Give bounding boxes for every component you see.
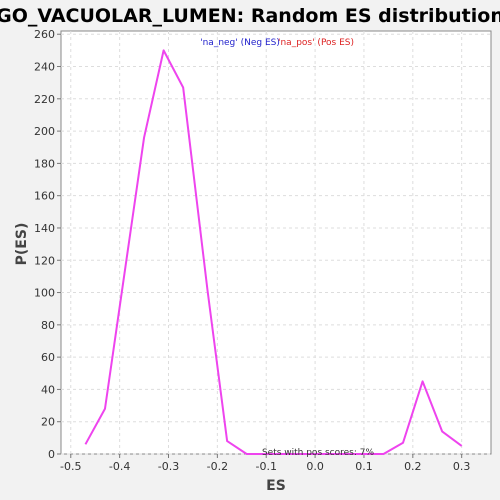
x-axis-ticks: -0.5 -0.4 -0.3 -0.2 -0.1 0.0 0.1 0.2 0.3 — [60, 454, 470, 473]
chart-title: GO_VACUOLAR_LUMEN: Random ES distributio… — [0, 5, 500, 27]
legend-entry-pos-es: 'na_pos' (Pos ES) — [278, 38, 354, 48]
x-tick-label: 0.2 — [404, 460, 422, 473]
x-tick-label: 0.0 — [306, 460, 324, 473]
y-axis-ticks: 0 20 40 60 80 100 120 140 160 180 200 220 240 260 — [34, 28, 61, 461]
x-tick-label: -0.5 — [60, 460, 81, 473]
y-tick-label: 20 — [41, 416, 55, 429]
x-tick-label: -0.1 — [255, 460, 276, 473]
x-tick-label: -0.2 — [207, 460, 228, 473]
y-tick-label: 200 — [34, 125, 55, 138]
y-tick-label: 100 — [34, 287, 55, 300]
y-axis-label: P(ES) — [14, 223, 30, 266]
y-tick-label: 80 — [41, 319, 55, 332]
legend-entry-neg-es: 'na_neg' (Neg ES) — [200, 38, 280, 48]
y-tick-label: 260 — [34, 28, 55, 41]
y-tick-label: 120 — [34, 254, 55, 267]
y-tick-label: 60 — [41, 351, 55, 364]
y-tick-label: 40 — [41, 383, 55, 396]
series-layer — [84, 49, 463, 455]
x-tick-label: -0.3 — [158, 460, 179, 473]
y-tick-label: 0 — [48, 448, 55, 461]
x-tick-label: -0.4 — [109, 460, 130, 473]
y-tick-label: 240 — [34, 61, 55, 74]
y-tick-label: 180 — [34, 157, 55, 170]
x-tick-label: 0.3 — [453, 460, 471, 473]
y-tick-label: 220 — [34, 93, 55, 106]
grid-lines — [61, 31, 491, 455]
annotation-pos-scores: Sets with pos scores: 7% — [262, 448, 375, 458]
legend: 'na_neg' (Neg ES) 'na_pos' (Pos ES) — [200, 38, 354, 48]
y-tick-label: 140 — [34, 222, 55, 235]
x-tick-label: 0.1 — [355, 460, 373, 473]
x-axis-label: ES — [266, 478, 286, 494]
plot-area — [60, 30, 492, 455]
y-tick-label: 160 — [34, 190, 55, 203]
series-line — [84, 49, 463, 455]
